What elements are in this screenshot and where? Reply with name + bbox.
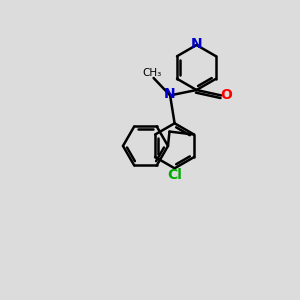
- Text: O: O: [220, 88, 232, 102]
- Text: N: N: [164, 87, 175, 101]
- Text: Cl: Cl: [167, 168, 182, 182]
- Text: N: N: [191, 38, 202, 51]
- Text: CH₃: CH₃: [142, 68, 162, 79]
